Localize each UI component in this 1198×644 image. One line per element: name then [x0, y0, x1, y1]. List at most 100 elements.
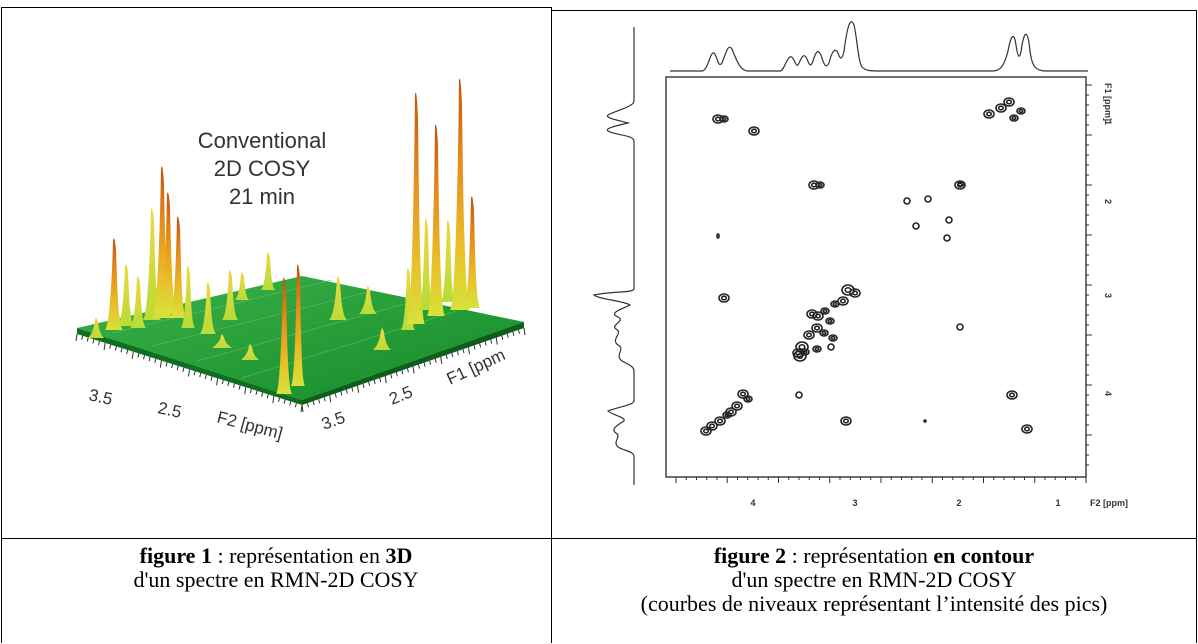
contour-peak-inner-25 [822, 308, 828, 314]
surface-peak-6 [170, 216, 186, 318]
f1-tick-4: 4 [1103, 391, 1113, 396]
f2-tick-3: 3 [852, 498, 857, 508]
contour-peak-inner-22 [832, 301, 838, 307]
contour-peak-42 [714, 416, 726, 426]
contour-peak-inner-28 [821, 330, 827, 336]
contour-peak-8 [954, 180, 966, 190]
surface-peak-13 [291, 264, 305, 386]
contour-peak-inner-44 [702, 428, 710, 434]
f2-axis-label: F2 [ppm] [1090, 498, 1128, 508]
contour-peak-40 [731, 401, 743, 411]
contour-peak-49 [1006, 390, 1018, 400]
table-top-border [1, 7, 551, 8]
surface-peak-12 [276, 277, 292, 394]
contour-peak-inner-21 [839, 298, 847, 304]
contour-peak-inner-50 [1023, 426, 1031, 432]
contour-peak-33 [800, 348, 810, 356]
table-right-border [1196, 10, 1197, 643]
surface-peak-15 [359, 286, 377, 314]
surface-peak-10 [235, 272, 249, 300]
surface-peak-2 [130, 276, 146, 328]
surface-peak-22 [464, 196, 480, 308]
annotation-line-1: Conventional [198, 128, 326, 153]
contour-peak-inner-20 [851, 290, 859, 296]
contour-peak-29 [803, 330, 815, 340]
contour-peak-39 [743, 395, 753, 403]
contour-peak-43 [706, 421, 718, 431]
contour-peak-inner-43 [708, 423, 716, 429]
surface-peak-7 [181, 266, 195, 328]
f1-tick-2-5: 2.5 [386, 382, 415, 408]
contour-peak-7 [903, 197, 911, 205]
contour-peak-34 [812, 345, 822, 353]
contour-peak-inner-27 [813, 325, 821, 331]
contour-peak-17 [1016, 107, 1026, 115]
contour-peak-inner-18 [720, 295, 728, 301]
surface-front-right [302, 322, 524, 405]
contour-peak-inner-35 [796, 352, 804, 360]
contour-peak-21 [837, 296, 849, 306]
contour-peak-48 [923, 419, 927, 423]
contour-peak-inner-16 [1011, 115, 1017, 121]
surface-peak-11 [261, 252, 275, 290]
f2-axis-ticks [75, 333, 303, 413]
surface-peak-14 [329, 276, 347, 320]
contour-peak-2 [748, 126, 760, 136]
contour-peak-38 [737, 389, 749, 399]
surface-peak-25 [373, 328, 391, 350]
contour-peak-28 [819, 329, 829, 337]
surface-front-left [77, 328, 302, 405]
surface-peak-26 [241, 344, 259, 360]
contour-peak-inner-29 [805, 332, 813, 338]
contour-peak-20 [849, 288, 861, 298]
surface-peak-4 [152, 166, 172, 318]
contour-peak-12 [716, 233, 720, 239]
figure1-caption-line1: figure 1 : représentation en 3D [139, 543, 413, 568]
table-left-border [1, 7, 2, 643]
contour-peak-4 [815, 181, 825, 189]
contour-peak-10 [912, 222, 920, 230]
table-column-divider [551, 7, 552, 643]
contour-peak-24 [806, 309, 818, 319]
f2-tick-2-5: 2.5 [156, 398, 183, 421]
contour-peak-45 [722, 411, 732, 419]
contour-peak-18 [718, 293, 730, 303]
contour-peak-37 [956, 323, 964, 331]
contour-peak-inner-15 [1005, 99, 1013, 105]
surface-peak-18 [419, 218, 433, 310]
contour-peak-25 [820, 307, 830, 315]
figure1-caption-label: figure 1 [139, 543, 212, 568]
annotation-line-3: 21 min [229, 184, 295, 209]
contour-peak-36 [827, 343, 835, 351]
contour-peak-11 [943, 234, 951, 242]
f2-tick-1: 1 [1055, 498, 1060, 508]
contour-peak-inner-1 [721, 116, 727, 122]
figure2-caption-line1: figure 2 : représentation en contour [713, 543, 1035, 568]
contour-peak-46 [795, 391, 803, 399]
contour-peak-1 [719, 115, 729, 123]
surface-peak-0 [105, 238, 123, 330]
contour-peak-51 [957, 182, 963, 188]
annotation-line-2: 2D COSY [214, 156, 311, 181]
contour-peak-14 [995, 103, 1007, 113]
contour-peak-13 [983, 109, 995, 119]
contour-peak-19 [841, 284, 855, 296]
contour-peak-inner-13 [985, 111, 993, 117]
contour-peak-inner-45 [724, 412, 730, 418]
contour-peak-inner-39 [745, 396, 751, 402]
figure2-caption-label: figure 2 [713, 543, 787, 568]
f1-axis-label: F1 [ppm] [1103, 83, 1113, 121]
surface-peak-19 [427, 124, 445, 316]
contour-peak-27 [811, 323, 823, 333]
contour-peak-inner-17 [1018, 108, 1024, 114]
contour-peak-inner-49 [1008, 392, 1016, 398]
contour-peak-inner-2 [750, 128, 758, 134]
surface-peak-8 [200, 282, 216, 334]
contour-peak-50 [1021, 424, 1033, 434]
contour-peak-26 [825, 317, 835, 325]
contour-peak-30 [828, 334, 838, 342]
surface-peak-20 [441, 220, 455, 302]
f1-tick-2: 2 [1103, 199, 1113, 204]
surface-peak-24 [212, 334, 232, 348]
figure1-caption: figure 1 : représentation en 3D d'un spe… [2, 544, 550, 592]
